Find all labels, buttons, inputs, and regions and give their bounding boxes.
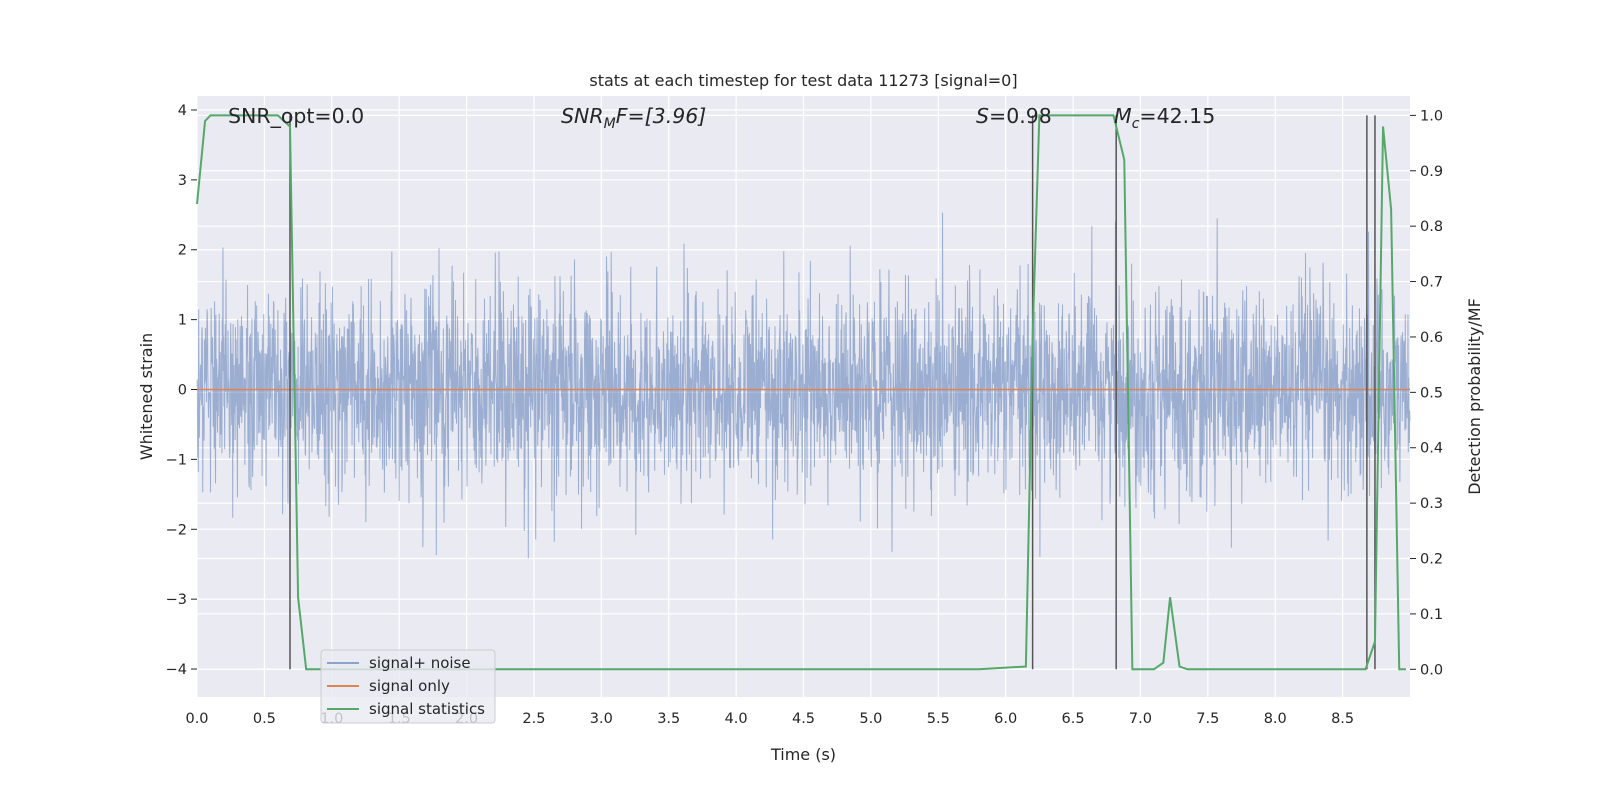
x-tick-label: 7.0 <box>1129 711 1152 727</box>
annotation-snr-mf-sub: M <box>604 116 616 132</box>
y-right-axis-label: Detection probability/MF <box>1465 298 1484 495</box>
y-right-tick-label: 0.1 <box>1420 607 1443 623</box>
x-tick-label: 8.0 <box>1264 711 1287 727</box>
series-signal-plus-noise <box>196 212 1411 559</box>
y-right-tick-label: 0.4 <box>1420 441 1443 457</box>
vertical-markers <box>289 115 1376 670</box>
annotation-mc-rest: =42.15 <box>1139 104 1215 128</box>
annotation-mc: Mc=42.15 <box>1114 104 1215 132</box>
annotation-snr-mf-rest: F=[3.96] <box>616 104 707 128</box>
y-left-axis-ticks: −4 −3 −2 −1 0 1 2 3 4 <box>166 103 197 678</box>
y-left-tick-label: 4 <box>178 103 187 119</box>
x-tick-label: 6.0 <box>994 711 1017 727</box>
y-right-tick-label: 0.9 <box>1420 164 1443 180</box>
x-tick-label: 7.5 <box>1196 711 1219 727</box>
signal-plus-noise-line <box>196 212 1411 559</box>
y-right-tick-label: 0.0 <box>1420 662 1443 678</box>
x-tick-label: 5.0 <box>859 711 882 727</box>
y-left-tick-label: 3 <box>178 173 187 189</box>
series-signal-statistics <box>196 114 1406 671</box>
y-right-axis-ticks: 0.0 0.1 0.2 0.3 0.4 0.5 0.6 0.7 0.8 0.9 1.0 <box>1410 108 1443 678</box>
x-tick-label: 0.0 <box>185 711 208 727</box>
annotation-s-main: S <box>976 104 989 128</box>
annotation-s-rest: =0.98 <box>989 104 1052 128</box>
y-left-tick-label: 1 <box>178 313 187 329</box>
y-left-tick-label: 2 <box>178 243 187 259</box>
x-tick-label: 3.5 <box>657 711 680 727</box>
annotation-snr-opt: SNR_opt=0.0 <box>228 104 364 129</box>
y-right-tick-label: 1.0 <box>1420 108 1443 124</box>
y-right-tick-label: 0.7 <box>1420 275 1443 291</box>
x-tick-label: 2.5 <box>522 711 545 727</box>
y-left-tick-label: −4 <box>166 662 187 678</box>
legend-label-signal-only: signal only <box>369 677 450 695</box>
y-right-tick-label: 0.8 <box>1420 219 1443 235</box>
signal-statistics-line <box>196 114 1406 671</box>
legend: signal+ noise signal only signal statist… <box>320 649 496 724</box>
x-tick-label: 0.5 <box>253 711 276 727</box>
annotation-snr-mf: SNRMF=[3.96] <box>561 104 706 132</box>
x-tick-label: 8.5 <box>1331 711 1354 727</box>
y-left-axis-label: Whitened strain <box>137 333 156 460</box>
y-left-tick-label: −1 <box>166 452 187 468</box>
x-axis-label: Time (s) <box>770 745 836 764</box>
y-right-tick-label: 0.6 <box>1420 330 1443 346</box>
annotation-mc-sub: c <box>1132 116 1140 132</box>
annotation-mc-main: M <box>1114 104 1132 128</box>
y-right-tick-label: 0.2 <box>1420 552 1443 568</box>
y-right-tick-label: 0.5 <box>1420 385 1443 401</box>
annotation-snr-mf-main: SNR <box>561 104 604 128</box>
chart-title: stats at each timestep for test data 112… <box>589 71 1017 90</box>
legend-label-signal-plus-noise: signal+ noise <box>369 654 471 672</box>
y-left-tick-label: 0 <box>178 383 187 399</box>
x-tick-label: 4.0 <box>725 711 748 727</box>
y-left-tick-label: −2 <box>166 522 187 538</box>
x-tick-label: 5.5 <box>927 711 950 727</box>
y-left-tick-label: −3 <box>166 592 187 608</box>
y-right-tick-label: 0.3 <box>1420 496 1443 512</box>
legend-box <box>320 649 496 724</box>
legend-label-signal-statistics: signal statistics <box>369 700 485 718</box>
x-tick-label: 4.5 <box>792 711 815 727</box>
x-tick-label: 6.5 <box>1062 711 1085 727</box>
annotations: SNR_opt=0.0 SNRMF=[3.96] S=0.98 Mc=42.15 <box>228 104 1215 132</box>
x-tick-label: 3.0 <box>590 711 613 727</box>
annotation-s: S=0.98 <box>976 104 1052 128</box>
